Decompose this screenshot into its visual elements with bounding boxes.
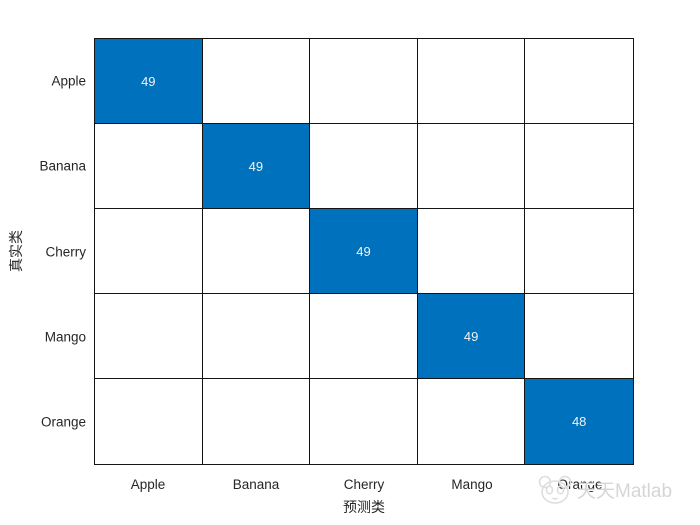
matrix-cell	[95, 294, 203, 379]
matrix-cell	[202, 379, 311, 464]
matrix-cell	[417, 124, 526, 209]
matrix-cell	[95, 209, 203, 294]
matrix-cell	[202, 39, 311, 124]
matrix-cell	[95, 124, 203, 209]
watermark: 天天Matlab	[536, 472, 672, 506]
matrix-cell	[202, 294, 311, 379]
matrix-cell	[417, 39, 526, 124]
matrix-cell	[525, 294, 633, 379]
matrix-cell	[525, 209, 633, 294]
matrix-cell	[417, 379, 526, 464]
matrix-cell	[310, 124, 418, 209]
matrix-grid: 49 49 49 49 48	[94, 38, 634, 465]
x-tick-label: Mango	[451, 477, 493, 492]
matrix-cell	[95, 379, 203, 464]
y-tick-label: Orange	[40, 414, 86, 430]
matrix-cell	[310, 294, 418, 379]
matrix-cell: 49	[95, 39, 203, 124]
x-tick-label: Banana	[232, 477, 280, 492]
y-axis-label: 真实类	[8, 230, 24, 272]
matrix-cell: 49	[202, 124, 311, 209]
matrix-cell	[310, 39, 418, 124]
matrix-cell	[525, 39, 633, 124]
matrix-cell	[525, 124, 633, 209]
y-tick-label: Apple	[51, 73, 86, 89]
matrix-cell	[310, 379, 418, 464]
matrix-cell: 49	[417, 294, 526, 379]
x-tick-label: Apple	[130, 477, 166, 492]
x-tick-label: Cherry	[343, 477, 385, 492]
x-axis-label: 预测类	[343, 499, 385, 515]
y-tick-label: Mango	[44, 329, 86, 345]
y-tick-label: Banana	[39, 158, 86, 174]
matrix-cell	[417, 209, 526, 294]
matrix-cell	[202, 209, 311, 294]
matrix-cell: 49	[310, 209, 418, 294]
x-tick-label: Orange	[557, 477, 603, 492]
y-tick-label: Cherry	[45, 244, 86, 259]
matrix-cell: 48	[525, 379, 633, 464]
